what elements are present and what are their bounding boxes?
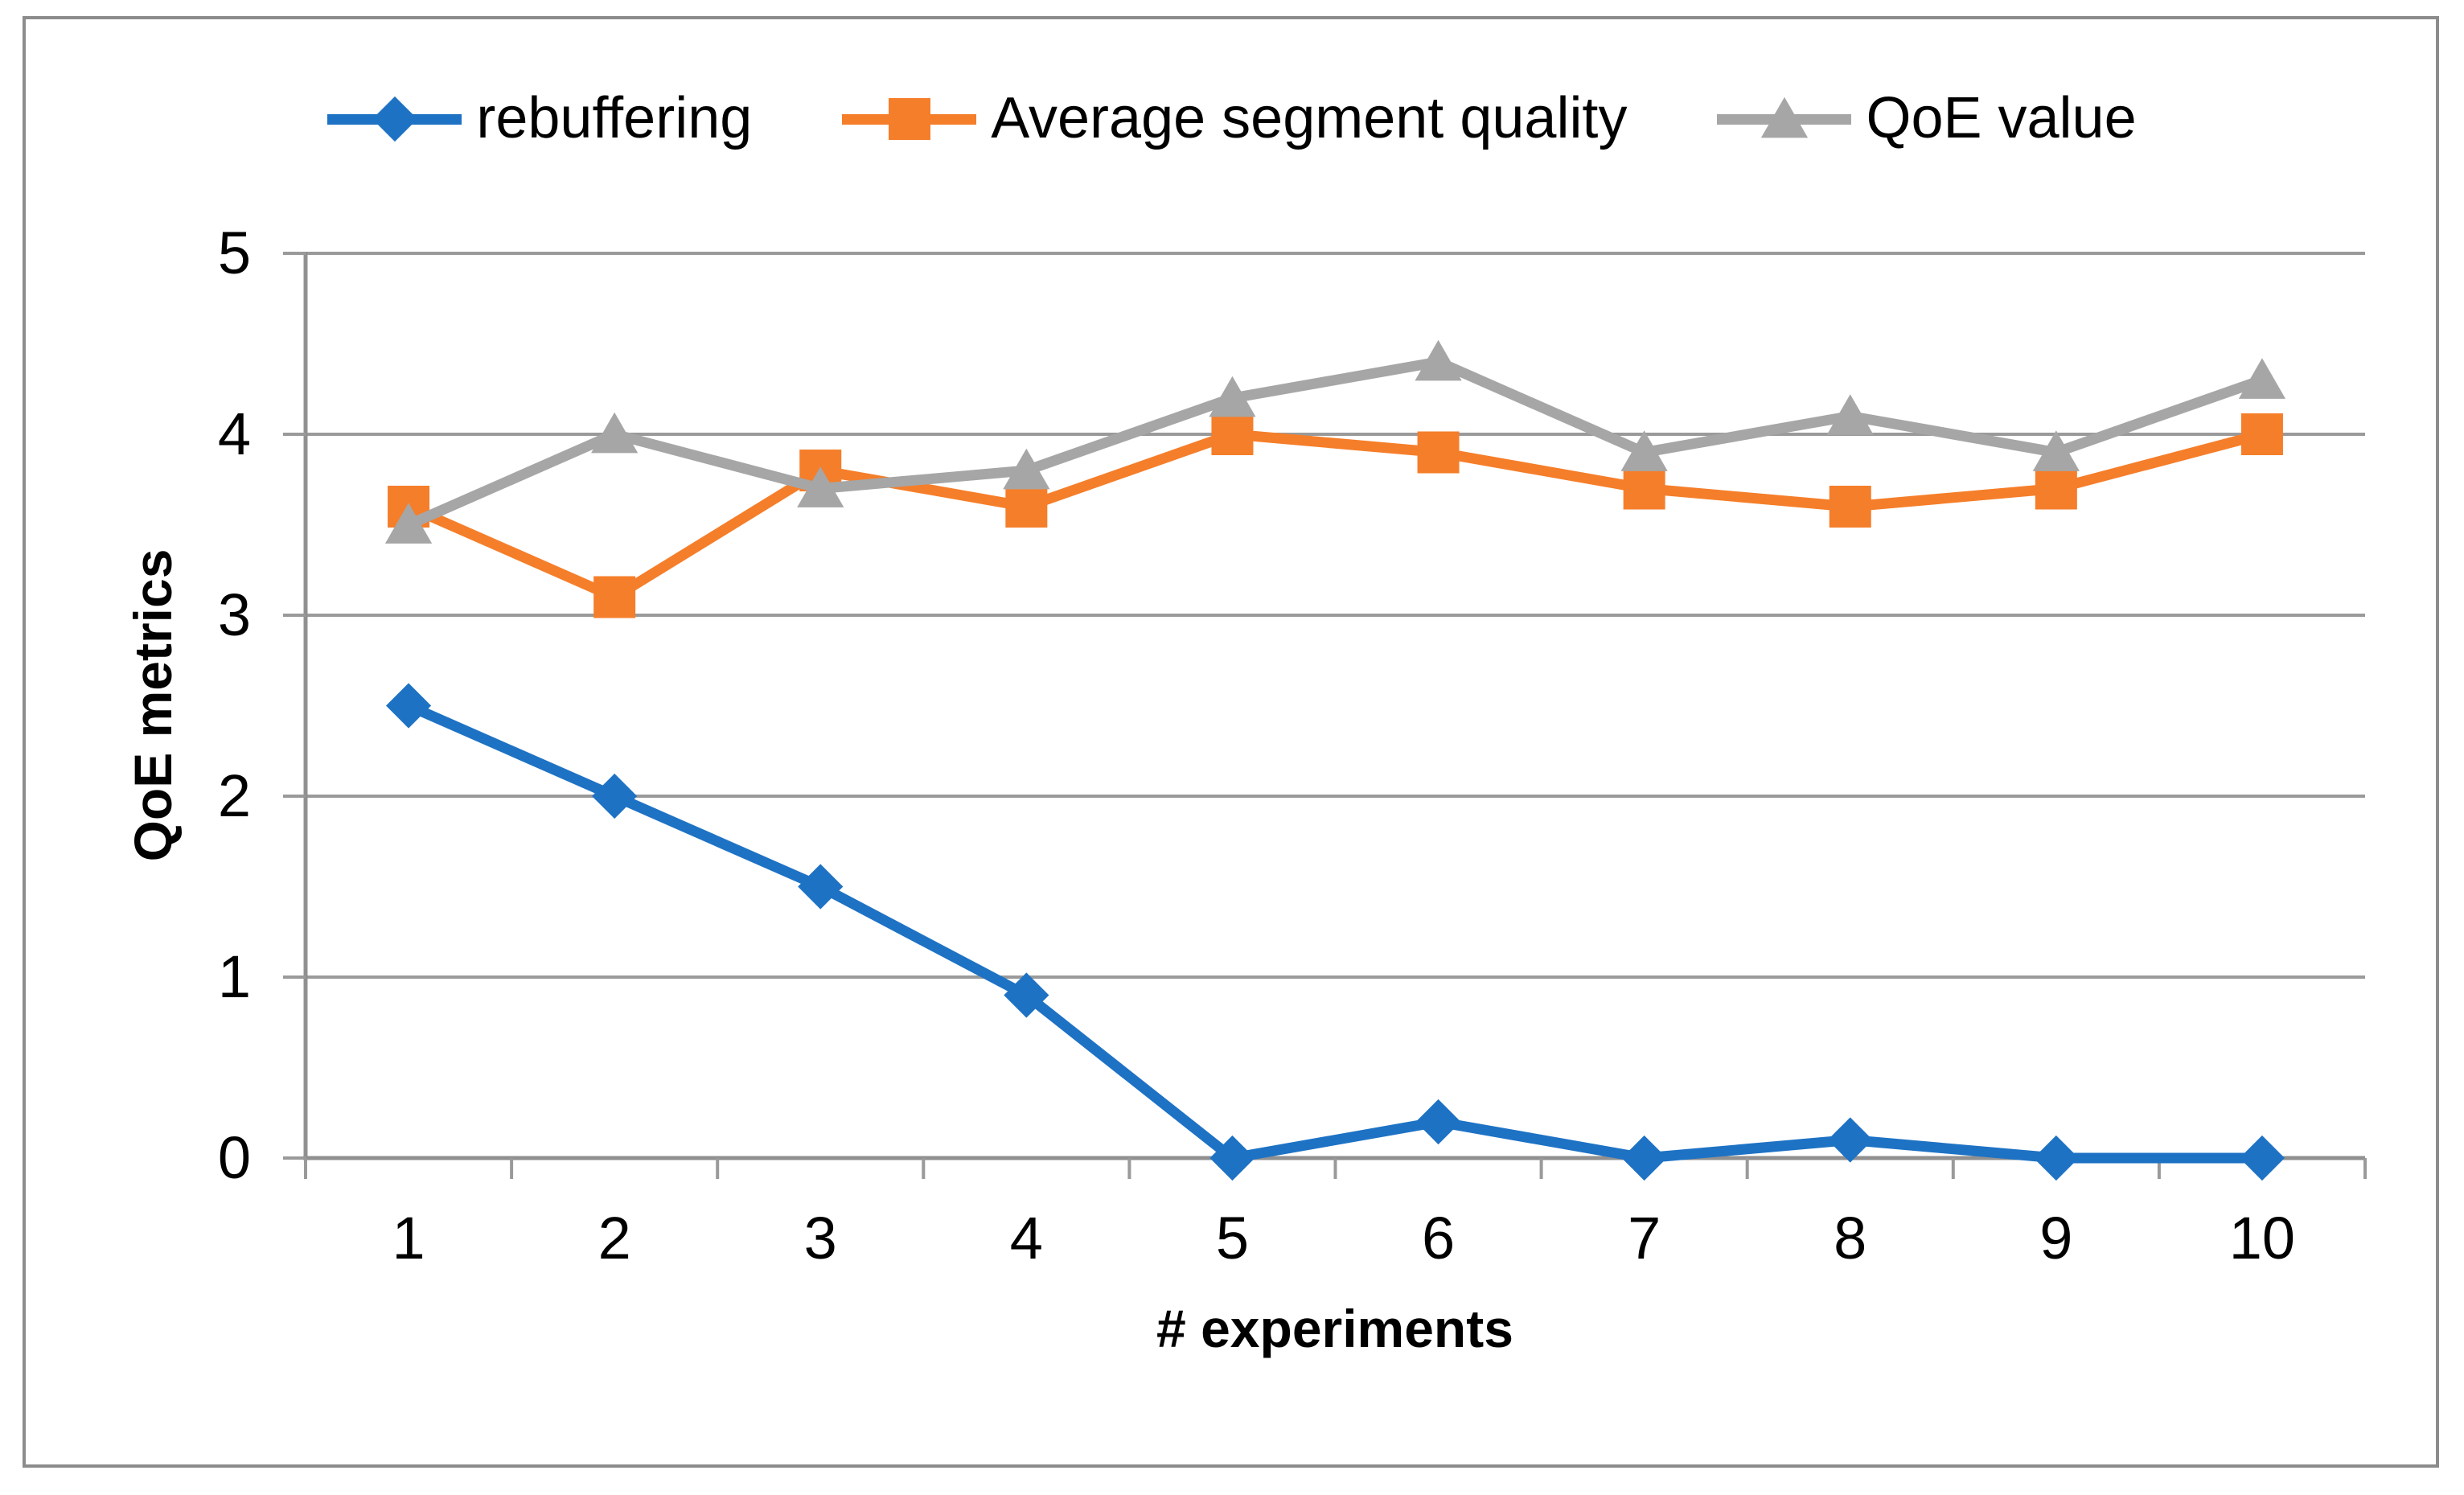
marker-rebuffering-x6 <box>1415 1099 1461 1145</box>
series-line-average-segment-quality <box>403 429 2268 602</box>
legend-item-average-segment-quality: Average segment quality <box>842 87 1627 150</box>
marker-average-segment-quality-x2 <box>593 576 636 618</box>
marker-average-segment-quality-x6 <box>1417 431 1460 474</box>
legend-label-rebuffering: rebuffering <box>476 86 753 151</box>
marker-qoe-value-x10 <box>2238 358 2286 399</box>
marker-qoe-value-x4 <box>1003 448 1050 490</box>
marker-rebuffering-x2 <box>592 773 638 819</box>
marker-average-segment-quality-x5 <box>1211 413 1254 455</box>
marker-rebuffering-x10 <box>2239 1135 2285 1181</box>
y-tick-label-2: 2 <box>217 762 251 829</box>
marker-rebuffering-x8 <box>1827 1117 1873 1163</box>
marker-qoe-value-x8 <box>1826 394 1874 435</box>
x-axis-title: # experiments <box>1156 1299 1513 1358</box>
legend-item-rebuffering: rebuffering <box>327 87 752 150</box>
x-tick-label-8: 8 <box>1834 1205 1867 1271</box>
legend-label-average-segment-quality: Average segment quality <box>991 86 1628 151</box>
marker-average-segment-quality-x9 <box>2035 467 2077 510</box>
marker-rebuffering-x3 <box>798 864 844 910</box>
chart-outer-border <box>23 16 2439 1468</box>
x-tick-label-10: 10 <box>2228 1205 2296 1271</box>
x-tick-label-4: 4 <box>1009 1205 1043 1271</box>
legend-label-qoe-value: QoE value <box>1866 86 2137 151</box>
y-tick-label-0: 0 <box>217 1124 251 1191</box>
y-tick-label-4: 4 <box>217 400 251 467</box>
marker-rebuffering-x1 <box>385 683 432 729</box>
legend-swatch-diamond-icon <box>327 96 462 142</box>
marker-qoe-value-x7 <box>1620 430 1668 471</box>
y-tick-label-5: 5 <box>217 220 251 286</box>
marker-qoe-value-x5 <box>1209 376 1256 417</box>
legend-swatch-triangle-icon <box>1717 97 1852 138</box>
marker-rebuffering-x4 <box>1004 972 1049 1018</box>
marker-qoe-value-x9 <box>2032 430 2080 471</box>
marker-qoe-value-x3 <box>797 466 844 507</box>
marker-average-segment-quality-x8 <box>1829 486 1871 528</box>
y-tick-label-1: 1 <box>217 943 251 1010</box>
triangle-marker-icon <box>1760 97 1809 138</box>
series-line-qoe-value <box>403 356 2268 530</box>
diamond-marker-icon <box>372 96 417 142</box>
legend-swatch-square-icon <box>842 98 977 140</box>
marker-qoe-value-x1 <box>384 503 433 544</box>
marker-rebuffering-x9 <box>2033 1135 2079 1181</box>
y-tick-label-3: 3 <box>217 581 251 648</box>
marker-qoe-value-x6 <box>1415 339 1462 381</box>
marker-average-segment-quality-x4 <box>1005 486 1048 528</box>
x-tick-label-1: 1 <box>392 1205 425 1271</box>
legend-marker-average-segment-quality <box>888 98 930 140</box>
chart-legend: rebuffering Average segment quality QoE va… <box>0 79 2464 159</box>
x-tick-label-2: 2 <box>598 1205 631 1271</box>
x-tick-label-5: 5 <box>1215 1205 1250 1271</box>
x-tick-label-9: 9 <box>2039 1205 2073 1271</box>
legend-item-qoe-value: QoE value <box>1717 86 2137 151</box>
marker-rebuffering-x5 <box>1209 1135 1255 1181</box>
legend-marker-qoe-value <box>1760 97 1809 138</box>
square-marker-icon <box>888 98 930 140</box>
marker-average-segment-quality-x10 <box>2240 413 2283 455</box>
legend-marker-rebuffering <box>372 96 417 142</box>
marker-rebuffering-x7 <box>1621 1135 1667 1181</box>
x-tick-label-7: 7 <box>1628 1205 1661 1271</box>
marker-average-segment-quality-x7 <box>1623 467 1665 510</box>
x-tick-label-6: 6 <box>1421 1205 1456 1271</box>
x-tick-label-3: 3 <box>803 1205 837 1271</box>
series-line-rebuffering <box>403 700 2268 1164</box>
marker-qoe-value-x2 <box>591 412 639 454</box>
